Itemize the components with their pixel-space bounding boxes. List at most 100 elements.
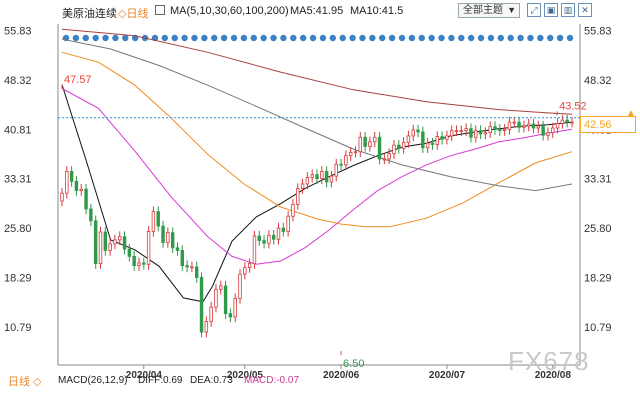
candle-body (368, 141, 372, 147)
candle-body (450, 130, 454, 137)
ma10-value: MA10:41.5 (350, 5, 404, 17)
event-dot (171, 34, 178, 42)
candle-body (531, 123, 536, 129)
candle-body (329, 175, 334, 183)
candle-body (271, 234, 276, 240)
event-dot (379, 34, 386, 42)
candle-body (190, 266, 194, 269)
candle-body (103, 231, 108, 251)
x-tick-label: 2020/05 (227, 370, 264, 381)
y-tick-label-left: 18.29 (4, 273, 32, 285)
macd-label[interactable]: MACD(26,12,9) (58, 375, 128, 386)
ma-checkbox-icon[interactable] (155, 5, 165, 15)
candle-body (180, 250, 184, 266)
candle-body (397, 144, 401, 149)
ma-line-ma5 (61, 84, 573, 303)
chart-icon[interactable]: ▥ (561, 3, 575, 17)
event-dot (299, 34, 307, 42)
event-dot (339, 34, 346, 42)
event-dot (122, 34, 129, 42)
ma-settings-label[interactable]: MA(5,10,30,60,100,200) (170, 5, 289, 17)
candle-body (118, 236, 122, 241)
candle-body (344, 155, 348, 166)
price-arrow-icon: ▲ (626, 108, 636, 119)
y-tick-label-right: 33.31 (584, 174, 612, 186)
event-dot (527, 34, 534, 42)
candle-body (517, 121, 521, 128)
expand-icon[interactable]: ⤢ (527, 3, 541, 17)
candle-body (526, 123, 531, 127)
event-dot (260, 34, 267, 42)
candle-body (464, 128, 468, 132)
event-dot (349, 34, 356, 42)
candle-body (132, 255, 136, 266)
candle-body (560, 119, 565, 124)
topic-dropdown-value: 全部主题 (463, 5, 503, 16)
event-dot (458, 34, 465, 42)
candle-body (401, 142, 406, 149)
event-dot (537, 34, 544, 42)
y-tick-label-right: 48.32 (584, 75, 612, 87)
event-dot (280, 34, 287, 42)
candle-body (445, 135, 449, 140)
candle-body (411, 129, 415, 137)
candle-body (416, 129, 420, 133)
candle-body (324, 171, 329, 183)
event-dot (82, 34, 89, 42)
candle-body (170, 232, 175, 249)
event-dot (359, 34, 366, 42)
candle-body (252, 235, 257, 265)
y-tick-label-right: 55.83 (584, 25, 612, 37)
period-selector[interactable]: ◇日线 (118, 8, 149, 20)
x-tick-label: 2020/07 (429, 370, 466, 381)
event-dot (556, 34, 564, 42)
candle-body (425, 142, 430, 149)
x-tick-label: 2020/08 (535, 370, 572, 381)
candle-body (565, 119, 569, 123)
candle-body (488, 126, 492, 134)
event-dot (517, 34, 524, 42)
candle-body (305, 176, 310, 185)
candle-body (406, 135, 411, 143)
candle-body (358, 136, 363, 153)
indicator-period-selector[interactable]: 日线 ◇ (8, 376, 42, 388)
candle-body (286, 215, 290, 232)
event-dot (319, 34, 327, 42)
candle-body (122, 236, 127, 250)
annotation-label: 47.57 (64, 74, 92, 86)
event-dot (201, 34, 208, 42)
event-dot (270, 34, 277, 42)
event-dot (448, 34, 455, 42)
candle-body (353, 151, 358, 154)
y-tick-label-left: 40.81 (4, 124, 32, 136)
candle-body (137, 262, 141, 266)
event-dot (230, 34, 238, 42)
candle-body (195, 266, 199, 278)
chevron-down-icon: ▼ (507, 5, 516, 15)
candle-body (551, 127, 555, 134)
watermark-logo: FX678 (508, 346, 590, 376)
topic-dropdown[interactable]: 全部主题 ▼ (458, 3, 520, 18)
candle-body (339, 163, 343, 166)
indicator-bar: 日线 ◇ MACD(26,12,9) DIFF:0.69 DEA:0.73 MA… (0, 372, 640, 400)
close-icon[interactable]: ✕ (578, 3, 592, 17)
fullscreen-icon[interactable]: ▣ (544, 3, 558, 17)
y-tick-label-left: 25.80 (4, 223, 32, 235)
candle-body (233, 298, 237, 318)
candle-body (392, 144, 396, 155)
instrument-title: 美原油连续 (62, 8, 117, 20)
ma-line-ma60 (61, 51, 573, 228)
y-tick-label-right: 10.79 (584, 322, 612, 334)
candle-body (555, 123, 560, 129)
candle-body (204, 321, 209, 333)
candle-body (247, 263, 252, 268)
macd-dea-value: DEA:0.73 (190, 375, 233, 386)
event-dot (290, 34, 297, 42)
candle-body (300, 183, 305, 189)
y-tick-label-left: 33.31 (4, 174, 32, 186)
candle-body (296, 188, 300, 205)
candle-body (108, 243, 112, 251)
candle-body (161, 225, 165, 243)
candle-body (435, 136, 439, 145)
